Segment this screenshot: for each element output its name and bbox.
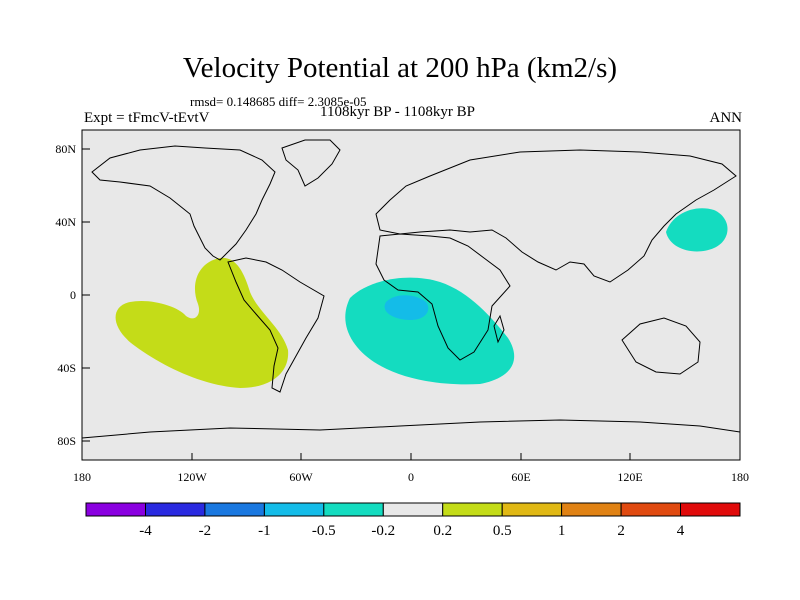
colorbar-box-9 xyxy=(620,502,682,517)
stats-line: rmsd= 0.148685 diff= 2.3085e-05 xyxy=(190,94,367,109)
colorbar-box-6 xyxy=(442,502,503,517)
coastline-australia xyxy=(621,317,701,375)
experiment-label: Expt = tFmcV-tEvtV xyxy=(84,110,210,126)
lon-label-60e: 60E xyxy=(511,470,530,484)
colorbar-label-6: 0.5 xyxy=(493,523,512,539)
lat-label-40s: 40S xyxy=(57,361,76,375)
lat-axis xyxy=(82,148,90,442)
strong-negative-anomaly-africa xyxy=(384,295,429,320)
lon-axis xyxy=(81,453,741,460)
colorbar-box-10 xyxy=(680,502,741,517)
lat-label-0: 0 xyxy=(70,288,76,302)
colorbar-box-1 xyxy=(145,502,206,517)
coastline-greenland xyxy=(281,139,341,187)
colorbar-label-5: 0.2 xyxy=(433,523,452,539)
colorbar-box-3 xyxy=(263,502,325,517)
colorbar-label-2: -1 xyxy=(258,523,271,539)
lon-label-0: 0 xyxy=(408,470,414,484)
period-label: 1108kyr BP - 1108kyr BP xyxy=(320,104,476,120)
colorbar-box-4 xyxy=(323,502,384,517)
colorbar-label-9: 4 xyxy=(677,523,685,539)
colorbar-label-8: 2 xyxy=(617,523,625,539)
coastline-eurasia xyxy=(375,149,737,283)
colorbar xyxy=(85,502,741,517)
colorbar-box-0 xyxy=(85,502,146,517)
colorbar-box-8 xyxy=(561,502,622,517)
colorbar-box-7 xyxy=(501,502,563,517)
lat-label-80n: 80N xyxy=(55,142,76,156)
colorbar-label-7: 1 xyxy=(558,523,566,539)
lon-label-60w: 60W xyxy=(289,470,313,484)
coastline-madagascar xyxy=(493,314,505,344)
lon-label-120e: 120E xyxy=(617,470,642,484)
lon-label-120w: 120W xyxy=(177,470,207,484)
colorbar-labels: -4 -2 -1 -0.5 -0.2 0.2 0.5 1 2 4 xyxy=(139,523,685,539)
colorbar-box-2 xyxy=(204,502,265,517)
negative-anomaly-northwest-pacific xyxy=(666,208,728,252)
colorbar-label-0: -4 xyxy=(139,523,152,539)
coastline-north-america xyxy=(91,145,276,261)
colorbar-label-3: -0.5 xyxy=(312,523,336,539)
coastline-africa xyxy=(375,233,511,361)
colorbar-label-4: -0.2 xyxy=(371,523,395,539)
lon-label-180w: 180 xyxy=(73,470,91,484)
positive-anomaly-pacific xyxy=(115,257,289,388)
map-title: Velocity Potential at 200 hPa (km2/s) xyxy=(182,52,618,84)
coastline-south-america xyxy=(227,257,325,393)
coastline-antarctica xyxy=(81,419,741,439)
colorbar-box-5 xyxy=(382,502,444,517)
lat-label-40n: 40N xyxy=(55,215,76,229)
coastlines xyxy=(81,139,741,439)
colorbar-label-1: -2 xyxy=(199,523,212,539)
lon-label-180e: 180 xyxy=(731,470,749,484)
season-label: ANN xyxy=(709,110,743,126)
lat-label-80s: 80S xyxy=(57,434,76,448)
